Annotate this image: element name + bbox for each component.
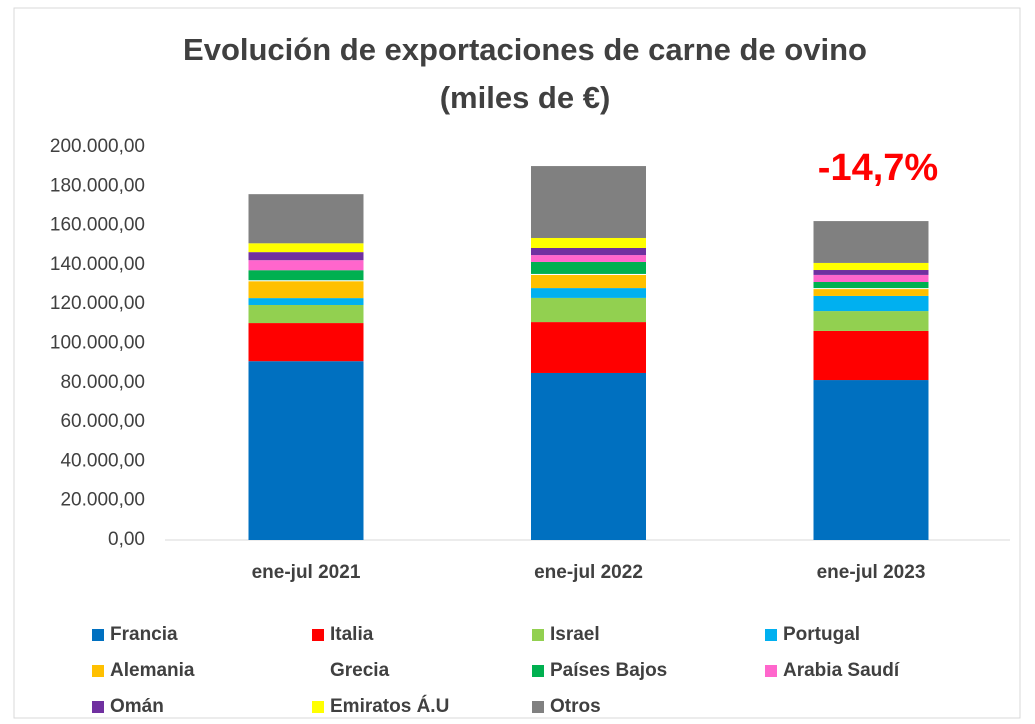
bar-segment: [531, 372, 646, 540]
bar-segment: [813, 295, 929, 312]
y-tick-label: 120.000,00: [50, 293, 145, 314]
legend-label: Otros: [550, 696, 601, 717]
legend-label: Israel: [550, 624, 600, 645]
annotation: -14,7%: [818, 147, 938, 189]
bar-segment: [248, 243, 364, 253]
legend-swatch: [765, 665, 777, 677]
bar-segment: [813, 274, 929, 282]
bar-segment: [248, 304, 364, 324]
bar-segment: [248, 281, 364, 299]
y-tick-label: 200.000,00: [50, 136, 145, 157]
bar-segment: [531, 261, 646, 274]
legend-swatch: [532, 701, 544, 713]
legend-swatch: [312, 629, 324, 641]
legend-swatch: [532, 629, 544, 641]
y-tick-label: 100.000,00: [50, 333, 145, 354]
x-tick-label: ene-jul 2022: [534, 562, 643, 583]
bar-segment: [531, 248, 646, 256]
bar-segment: [531, 274, 646, 289]
legend-swatch: [532, 665, 544, 677]
legend-swatch: [312, 701, 324, 713]
chart-title: (miles de €): [440, 80, 611, 115]
legend-label: Italia: [330, 624, 374, 645]
bar-segment: [813, 380, 929, 540]
x-tick-label: ene-jul 2023: [817, 562, 926, 583]
bar-segment: [531, 297, 646, 323]
legend-swatch: [92, 629, 104, 641]
bar-segment: [248, 260, 364, 271]
legend-swatch: [312, 665, 324, 677]
bar-segment: [813, 288, 929, 290]
bar-segment: [813, 289, 929, 296]
bar-segment: [813, 311, 929, 331]
y-tick-label: 140.000,00: [50, 254, 145, 275]
legend-swatch: [765, 629, 777, 641]
bar-segment: [531, 166, 646, 238]
bar-segment: [813, 330, 929, 381]
x-tick-label: ene-jul 2021: [252, 562, 361, 583]
bar-segment: [248, 270, 364, 281]
legend-label: Países Bajos: [550, 660, 667, 681]
bar-segment: [531, 322, 646, 373]
bar-segment: [248, 252, 364, 261]
legend-swatch: [92, 701, 104, 713]
bar-segment: [531, 288, 646, 298]
y-tick-label: 180.000,00: [50, 175, 145, 196]
legend-label: Alemania: [110, 660, 195, 681]
y-tick-label: 20.000,00: [60, 490, 145, 511]
bar-segment: [248, 323, 364, 362]
y-tick-label: 160.000,00: [50, 215, 145, 236]
legend-label: Emiratos Á.U: [330, 695, 449, 717]
legend-label: Grecia: [330, 660, 390, 681]
bar-segment: [531, 237, 646, 249]
bar-segment: [813, 262, 929, 271]
bar-segment: [531, 255, 646, 262]
legend-label: Portugal: [783, 624, 860, 645]
legend-swatch: [92, 665, 104, 677]
bar-segment: [813, 221, 929, 263]
legend-label: Omán: [110, 696, 164, 717]
bar-segment: [248, 298, 364, 305]
bar-segment: [813, 281, 929, 289]
legend-label: Francia: [110, 624, 178, 645]
bar-segment: [531, 273, 646, 275]
bar-segment: [248, 194, 364, 244]
y-tick-label: 60.000,00: [60, 411, 145, 432]
bar-segment: [813, 270, 929, 275]
legend-label: Arabia Saudí: [783, 660, 900, 681]
bar-segment: [248, 361, 364, 540]
y-tick-label: 0,00: [108, 529, 145, 550]
chart-title: Evolución de exportaciones de carne de o…: [183, 32, 867, 67]
y-tick-label: 40.000,00: [60, 450, 145, 471]
y-tick-label: 80.000,00: [60, 372, 145, 393]
bar-segment: [248, 280, 364, 282]
